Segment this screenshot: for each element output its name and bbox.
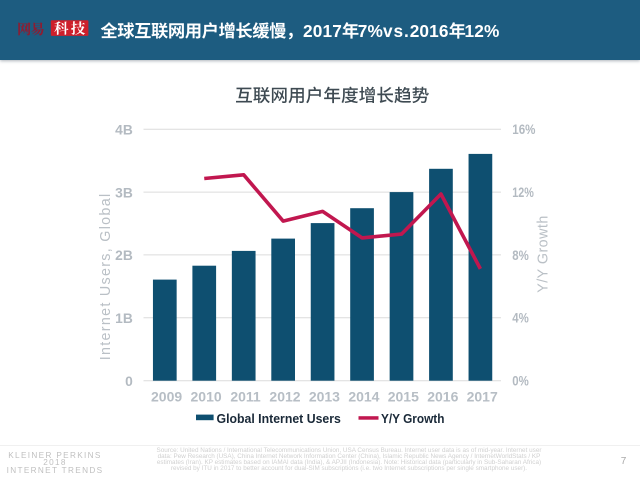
svg-text:2014: 2014 [348,389,379,405]
svg-text:16%: 16% [512,122,535,137]
svg-text:2015: 2015 [388,389,419,405]
svg-text:4B: 4B [115,122,133,137]
svg-text:2016: 2016 [410,21,449,41]
svg-text:1B: 1B [115,311,133,326]
svg-text:12%: 12% [512,185,534,200]
svg-text:0: 0 [125,374,133,389]
svg-text:0%: 0% [512,374,529,389]
svg-text:Y/Y Growth: Y/Y Growth [536,215,552,293]
svg-text:2016: 2016 [427,389,458,405]
svg-text:2013: 2013 [309,389,340,405]
svg-text:2017: 2017 [303,21,342,41]
svg-text:Y/Y Growth: Y/Y Growth [381,411,445,426]
svg-text:vs.: vs. [383,21,410,41]
svg-text:2011: 2011 [230,389,261,405]
svg-text:7%: 7% [358,21,383,41]
svg-text:2009: 2009 [151,389,182,405]
svg-text:Internet Users, Global: Internet Users, Global [98,193,114,361]
svg-text:3B: 3B [115,185,133,200]
svg-text:Global Internet Users: Global Internet Users [217,411,341,426]
svg-text:8%: 8% [512,248,529,263]
svg-text:12%: 12% [465,21,500,41]
svg-text:2010: 2010 [191,389,222,405]
svg-text:2B: 2B [115,248,133,263]
svg-text:2017: 2017 [467,389,498,405]
svg-text:4%: 4% [512,311,529,326]
svg-text:2012: 2012 [269,389,300,405]
